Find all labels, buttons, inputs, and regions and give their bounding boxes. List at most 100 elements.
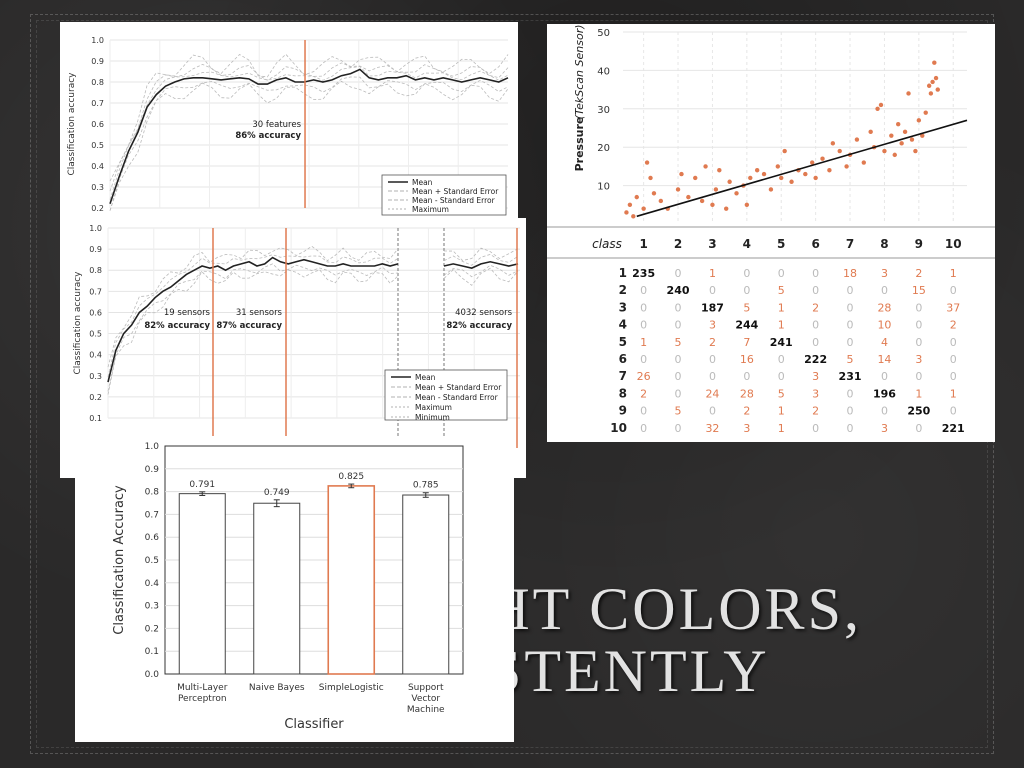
confusion-cell: 1	[950, 267, 957, 280]
scatter-point	[827, 168, 832, 173]
scatter-point	[658, 198, 664, 204]
y-tick-label: 0.7	[91, 99, 104, 108]
y-tick-label: 0.4	[91, 162, 104, 171]
y-tick-label: 0.7	[145, 510, 159, 520]
confusion-cell: 0	[915, 422, 922, 435]
band-line	[443, 264, 519, 278]
confusion-cell: 1	[950, 387, 957, 400]
scatter-point	[916, 118, 922, 123]
bar	[402, 494, 450, 675]
scatter-point	[830, 141, 836, 146]
confusion-cell: 0	[847, 301, 854, 314]
confusion-cell: 0	[640, 353, 647, 366]
legend-label: Maximum	[412, 205, 449, 214]
y-axis-label-italic: (TekScan Sensor)	[573, 24, 586, 119]
confusion-cell: 0	[881, 284, 888, 297]
mean-line	[109, 68, 509, 205]
confusion-cell: 0	[709, 353, 716, 366]
x-tick-label: Naive Bayes	[249, 683, 305, 693]
annotation-line-2: 82% accuracy	[144, 321, 210, 331]
band-line	[109, 76, 509, 211]
scatter-point	[710, 202, 715, 207]
band-line	[109, 80, 509, 211]
x-tick-label: Multi-Layer	[177, 683, 228, 693]
confusion-cell: 2	[743, 405, 750, 418]
x-tick-label: Machine	[407, 705, 445, 715]
scatter-point	[748, 175, 753, 181]
confusion-cell: 37	[946, 301, 960, 314]
scatter-point	[693, 175, 698, 181]
class-row-label: 7	[619, 369, 627, 383]
confusion-cell: 5	[778, 284, 785, 297]
class-row-label: 8	[619, 386, 627, 400]
scatter-point	[779, 175, 784, 181]
confusion-cell: 0	[675, 422, 682, 435]
confusion-cell: 0	[812, 267, 819, 280]
confusion-cell: 0	[743, 370, 750, 383]
x-tick-label: SimpleLogistic	[319, 683, 384, 693]
class-row-label: 2	[619, 283, 627, 297]
scatter-point	[648, 175, 653, 181]
confusion-cell: 2	[812, 405, 819, 418]
class-row-label: 1	[619, 266, 627, 280]
legend-label: Minimum	[415, 413, 450, 422]
confusion-cell: 0	[812, 336, 819, 349]
annotation-line-1: 19 sensors	[164, 308, 211, 318]
slide-title-line-1: GHT COLORS,	[440, 576, 862, 642]
y-tick-label: 0.9	[91, 57, 104, 66]
y-tick-label: 0.7	[89, 287, 102, 296]
legend-label: Maximum	[415, 403, 452, 412]
band-line	[107, 263, 399, 392]
feature-accuracy-plot: 1.0 0.9 0.8 0.7 0.6 0.5 0.4 0.3 0.2 Classificatio…	[67, 36, 509, 216]
confusion-cell: 0	[881, 370, 888, 383]
annotation-line-1: 30 features	[252, 120, 301, 130]
confusion-cell: 0	[812, 319, 819, 332]
legend-label: Mean - Standard Error	[412, 196, 496, 205]
mean-line	[443, 260, 519, 269]
confusion-cell: 0	[778, 267, 785, 280]
confusion-cell: 3	[743, 422, 750, 435]
y-tick-label: 1.0	[89, 224, 102, 233]
y-axis-label: Classification accuracy	[73, 271, 83, 375]
scatter-point	[634, 194, 639, 200]
scatter-point	[713, 187, 719, 192]
band-line	[107, 269, 399, 395]
y-tick-label: 0.6	[145, 533, 160, 543]
confusion-cell: 231	[839, 370, 862, 383]
scatter-point	[889, 133, 894, 138]
y-tick-label: 10	[597, 182, 610, 193]
confusion-cell: 28	[877, 301, 891, 314]
classifier-bar-chart: 1.0 0.9 0.8 0.7 0.6 0.5 0.4 0.3 0.2 0.1 0.0 Classif…	[75, 436, 514, 742]
confusion-cell: 1	[709, 267, 716, 280]
confusion-cell: 3	[881, 267, 888, 280]
confusion-cell: 0	[778, 353, 785, 366]
y-tick-label: 0.5	[91, 141, 104, 150]
scatter-point	[627, 202, 633, 207]
confusion-cell: 5	[675, 336, 682, 349]
confusion-cell: 0	[743, 267, 750, 280]
confusion-cell: 1	[778, 319, 785, 332]
x-tick-label: Vector	[411, 694, 440, 704]
scatter-point	[882, 148, 887, 154]
confusion-cell: 3	[915, 353, 922, 366]
legend-box	[384, 369, 508, 421]
scatter-point	[933, 75, 939, 81]
trend-line	[636, 119, 968, 218]
annotation-line-2: 86% accuracy	[235, 131, 301, 141]
scatter-point	[913, 148, 918, 154]
scatter-point	[727, 179, 732, 184]
class-column-label: 5	[777, 237, 785, 251]
class-column-label: 4	[743, 237, 751, 251]
confusion-cell: 241	[770, 336, 793, 349]
class-column-label: 7	[846, 237, 854, 251]
confusion-cell: 0	[675, 353, 682, 366]
confusion-cell: 187	[701, 301, 724, 314]
scatter-point	[899, 141, 904, 146]
y-tick-label: 0.9	[89, 245, 102, 254]
y-tick-label: 20	[597, 143, 610, 154]
annotation-line-2: 87% accuracy	[216, 321, 282, 331]
confusion-cell: 0	[812, 284, 819, 297]
y-tick-label: 0.6	[89, 308, 102, 317]
confusion-cell: 2	[950, 319, 957, 332]
band-line	[109, 62, 509, 192]
